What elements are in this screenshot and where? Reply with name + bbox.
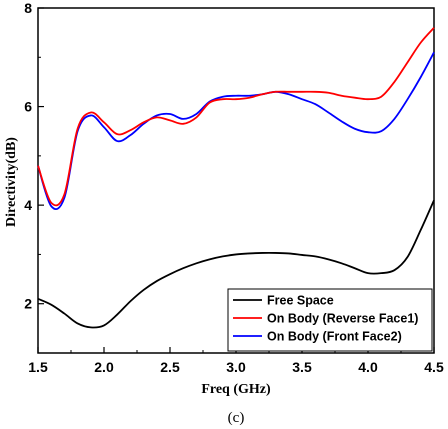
x-tick-label: 1.5: [28, 359, 48, 375]
x-tick-label: 2.0: [94, 359, 114, 375]
series-line-on-body-front-face2: [37, 51, 435, 211]
y-tick-label: 2: [24, 296, 32, 312]
y-tick-label: 8: [24, 0, 32, 16]
series-line-on-body-reverse-face1: [37, 27, 435, 207]
figure-caption: (c): [228, 410, 245, 426]
y-tick-label: 6: [24, 99, 32, 115]
x-tick-label: 4.5: [424, 359, 444, 375]
x-tick-label: 4.0: [358, 359, 378, 375]
legend-label-on-body-reverse-face1: On Body (Reverse Face1): [267, 312, 418, 326]
x-axis-title: Freq (GHz): [201, 382, 271, 397]
legend-items: Free Space On Body (Reverse Face1) On Body…: [233, 294, 418, 344]
legend-label-free-space: Free Space: [267, 294, 334, 308]
legend-label-on-body-front-face2: On Body (Front Face2): [267, 330, 402, 344]
x-tick-label: 3.0: [226, 359, 246, 375]
y-axis-title: Directivity(dB): [4, 137, 19, 227]
x-tick-label: 2.5: [160, 359, 180, 375]
series-layer: [37, 27, 435, 329]
legend: Free Space On Body (Reverse Face1) On Body…: [227, 288, 433, 352]
x-tick-label: 3.5: [292, 359, 312, 375]
series-line-free-space: [37, 199, 435, 329]
tick-labels: 1.5 2.0 2.5 3.0 3.5 4.0 4.5 2 4 6 8: [24, 0, 444, 375]
y-tick-label: 4: [24, 197, 32, 213]
